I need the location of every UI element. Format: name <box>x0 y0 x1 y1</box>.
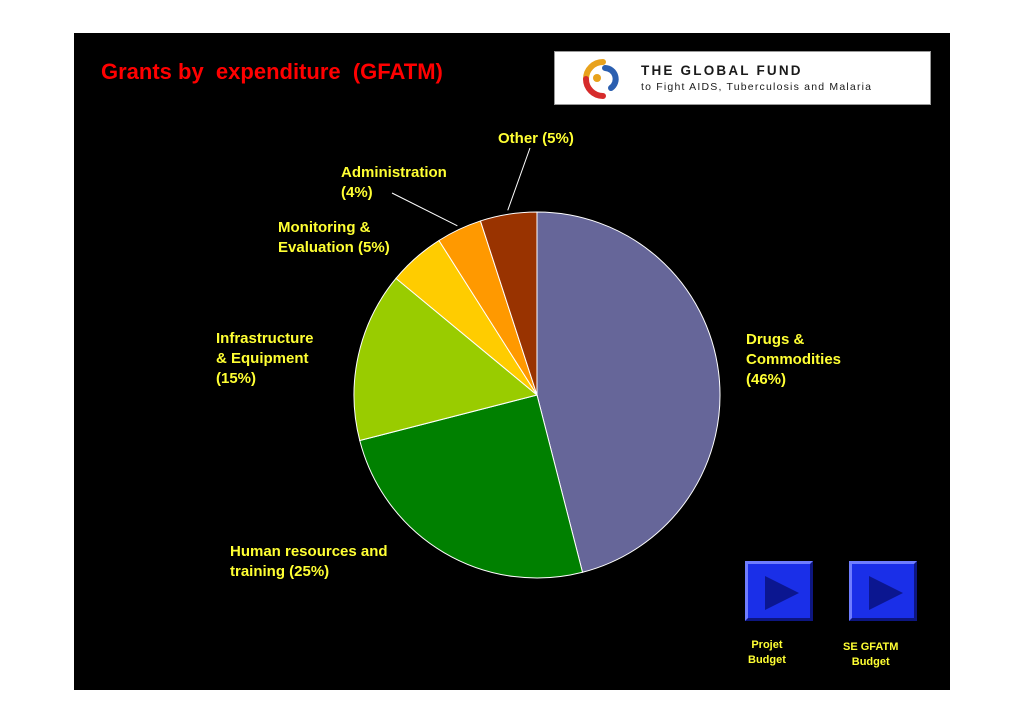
slice-label-infrastructure: Infrastructure & Equipment (15%) <box>216 330 314 387</box>
se-gfatm-budget-label: SE GFATM Budget <box>843 641 899 668</box>
leader-line-administration <box>391 192 458 227</box>
play-icon <box>765 576 799 610</box>
play-icon <box>869 576 903 610</box>
pie-slice-human-resources <box>359 394 584 579</box>
global-fund-emblem-icon <box>583 59 619 99</box>
slice-label-other: Other (5%) <box>498 130 574 147</box>
pie-slice-infrastructure <box>353 277 539 442</box>
slice-label-administration: Administration (4%) <box>341 164 447 201</box>
se-gfatm-budget-button[interactable] <box>849 561 917 621</box>
projet-budget-button[interactable] <box>745 561 813 621</box>
projet-budget-label: Projet Budget <box>748 639 786 666</box>
slice-label-drugs: Drugs & Commodities (46%) <box>746 331 842 388</box>
pie-chart <box>353 147 721 579</box>
pie-slice-other <box>479 211 538 396</box>
global-fund-logo: THE GLOBAL FUND to Fight AIDS, Tuberculo… <box>554 51 931 105</box>
slice-label-human-resources: Human resources and training (25%) <box>230 543 388 580</box>
leader-line-other <box>507 147 531 211</box>
logo-title: THE GLOBAL FUND <box>641 63 803 78</box>
logo-subtitle: to Fight AIDS, Tuberculosis and Malaria <box>641 81 873 93</box>
pie-slice-drugs <box>536 211 721 573</box>
slice-label-monitoring: Monitoring & Evaluation (5%) <box>278 219 390 256</box>
slide: Grants by expenditure (GFATM) THE GLOBAL… <box>74 33 950 690</box>
chart-title: Grants by expenditure (GFATM) <box>101 59 443 84</box>
